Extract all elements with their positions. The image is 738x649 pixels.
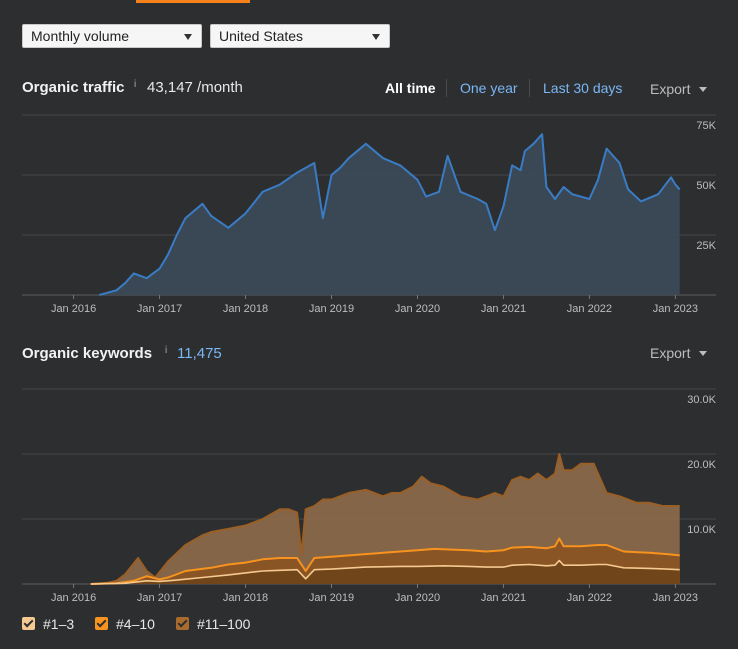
series-1-3-area bbox=[90, 560, 680, 584]
x-tick-label: Jan 2016 bbox=[51, 303, 96, 315]
x-tick-label: Jan 2020 bbox=[395, 592, 440, 604]
range-all-time[interactable]: All time bbox=[385, 80, 436, 96]
traffic-series-area bbox=[99, 134, 680, 295]
range-last-30-days[interactable]: Last 30 days bbox=[543, 80, 623, 96]
x-tick-label: Jan 2020 bbox=[395, 303, 440, 315]
legend-4-10-label: #4–10 bbox=[116, 616, 155, 632]
range-one-year[interactable]: One year bbox=[460, 80, 518, 96]
x-tick-label: Jan 2022 bbox=[567, 592, 612, 604]
traffic-series-line bbox=[99, 133, 681, 296]
traffic-chart: 75K 50K 25K Jan 2016 Jan 2017 Jan 2018 Jan 201… bbox=[22, 114, 717, 315]
x-tick-label: Jan 2018 bbox=[223, 592, 268, 604]
chevron-down-icon bbox=[699, 351, 708, 356]
country-select[interactable]: United States bbox=[210, 24, 390, 48]
y-tick-label: 25K bbox=[696, 240, 716, 252]
traffic-info-icon[interactable]: i bbox=[134, 79, 137, 90]
y-tick-label: 75K bbox=[696, 120, 716, 132]
keywords-export-label: Export bbox=[650, 345, 691, 361]
y-tick-label: 10.0K bbox=[687, 524, 716, 536]
range-divider bbox=[529, 79, 530, 97]
legend-11-100[interactable]: #11–100 bbox=[176, 616, 256, 634]
traffic-title: Organic traffic bbox=[22, 79, 125, 96]
range-divider bbox=[446, 79, 447, 97]
chevron-down-icon bbox=[699, 87, 708, 92]
legend-top3[interactable]: #1–3 bbox=[22, 616, 82, 634]
x-tick-label: Jan 2016 bbox=[51, 592, 96, 604]
y-tick-label: 20.0K bbox=[687, 459, 716, 471]
legend-top3-label: #1–3 bbox=[43, 616, 75, 632]
chevron-down-icon bbox=[372, 34, 380, 40]
x-tick-label: Jan 2019 bbox=[309, 303, 354, 315]
x-tick-label: Jan 2021 bbox=[481, 303, 526, 315]
traffic-export-button[interactable]: Export bbox=[650, 81, 708, 97]
x-tick-label: Jan 2017 bbox=[137, 303, 182, 315]
x-tick-label: Jan 2021 bbox=[481, 592, 526, 604]
y-tick-label: 30.0K bbox=[687, 394, 716, 406]
x-tick-label: Jan 2019 bbox=[309, 592, 354, 604]
legend-11-100-label: #11–100 bbox=[197, 616, 251, 632]
y-tick-label: 50K bbox=[696, 180, 716, 192]
volume-select-value: Monthly volume bbox=[31, 28, 130, 44]
series-1-3-line bbox=[90, 559, 680, 585]
keywords-value: 11,475 bbox=[177, 345, 222, 362]
x-tick-label: Jan 2023 bbox=[653, 303, 698, 315]
keywords-chart: 30.0K 20.0K 10.0K Jan 2016 Jan 2017 Jan 2018 J… bbox=[22, 388, 717, 604]
traffic-value: 43,147 /month bbox=[147, 79, 243, 96]
checkbox-icon bbox=[176, 617, 189, 630]
active-tab-indicator bbox=[136, 0, 250, 3]
chevron-down-icon bbox=[184, 34, 192, 40]
x-tick-label: Jan 2017 bbox=[137, 592, 182, 604]
traffic-export-label: Export bbox=[650, 81, 691, 97]
series-11-100-line bbox=[90, 453, 680, 585]
checkbox-icon bbox=[95, 617, 108, 630]
x-tick-label: Jan 2023 bbox=[653, 592, 698, 604]
series-4-10-line bbox=[90, 537, 680, 585]
legend-4-10[interactable]: #4–10 bbox=[95, 616, 161, 634]
x-tick-label: Jan 2022 bbox=[567, 303, 612, 315]
checkbox-icon bbox=[22, 617, 35, 630]
keywords-info-icon[interactable]: i bbox=[165, 345, 168, 356]
keywords-export-button[interactable]: Export bbox=[650, 345, 708, 361]
keywords-title: Organic keywords bbox=[22, 345, 153, 362]
x-tick-label: Jan 2018 bbox=[223, 303, 268, 315]
country-select-value: United States bbox=[219, 28, 304, 44]
volume-select[interactable]: Monthly volume bbox=[22, 24, 202, 48]
